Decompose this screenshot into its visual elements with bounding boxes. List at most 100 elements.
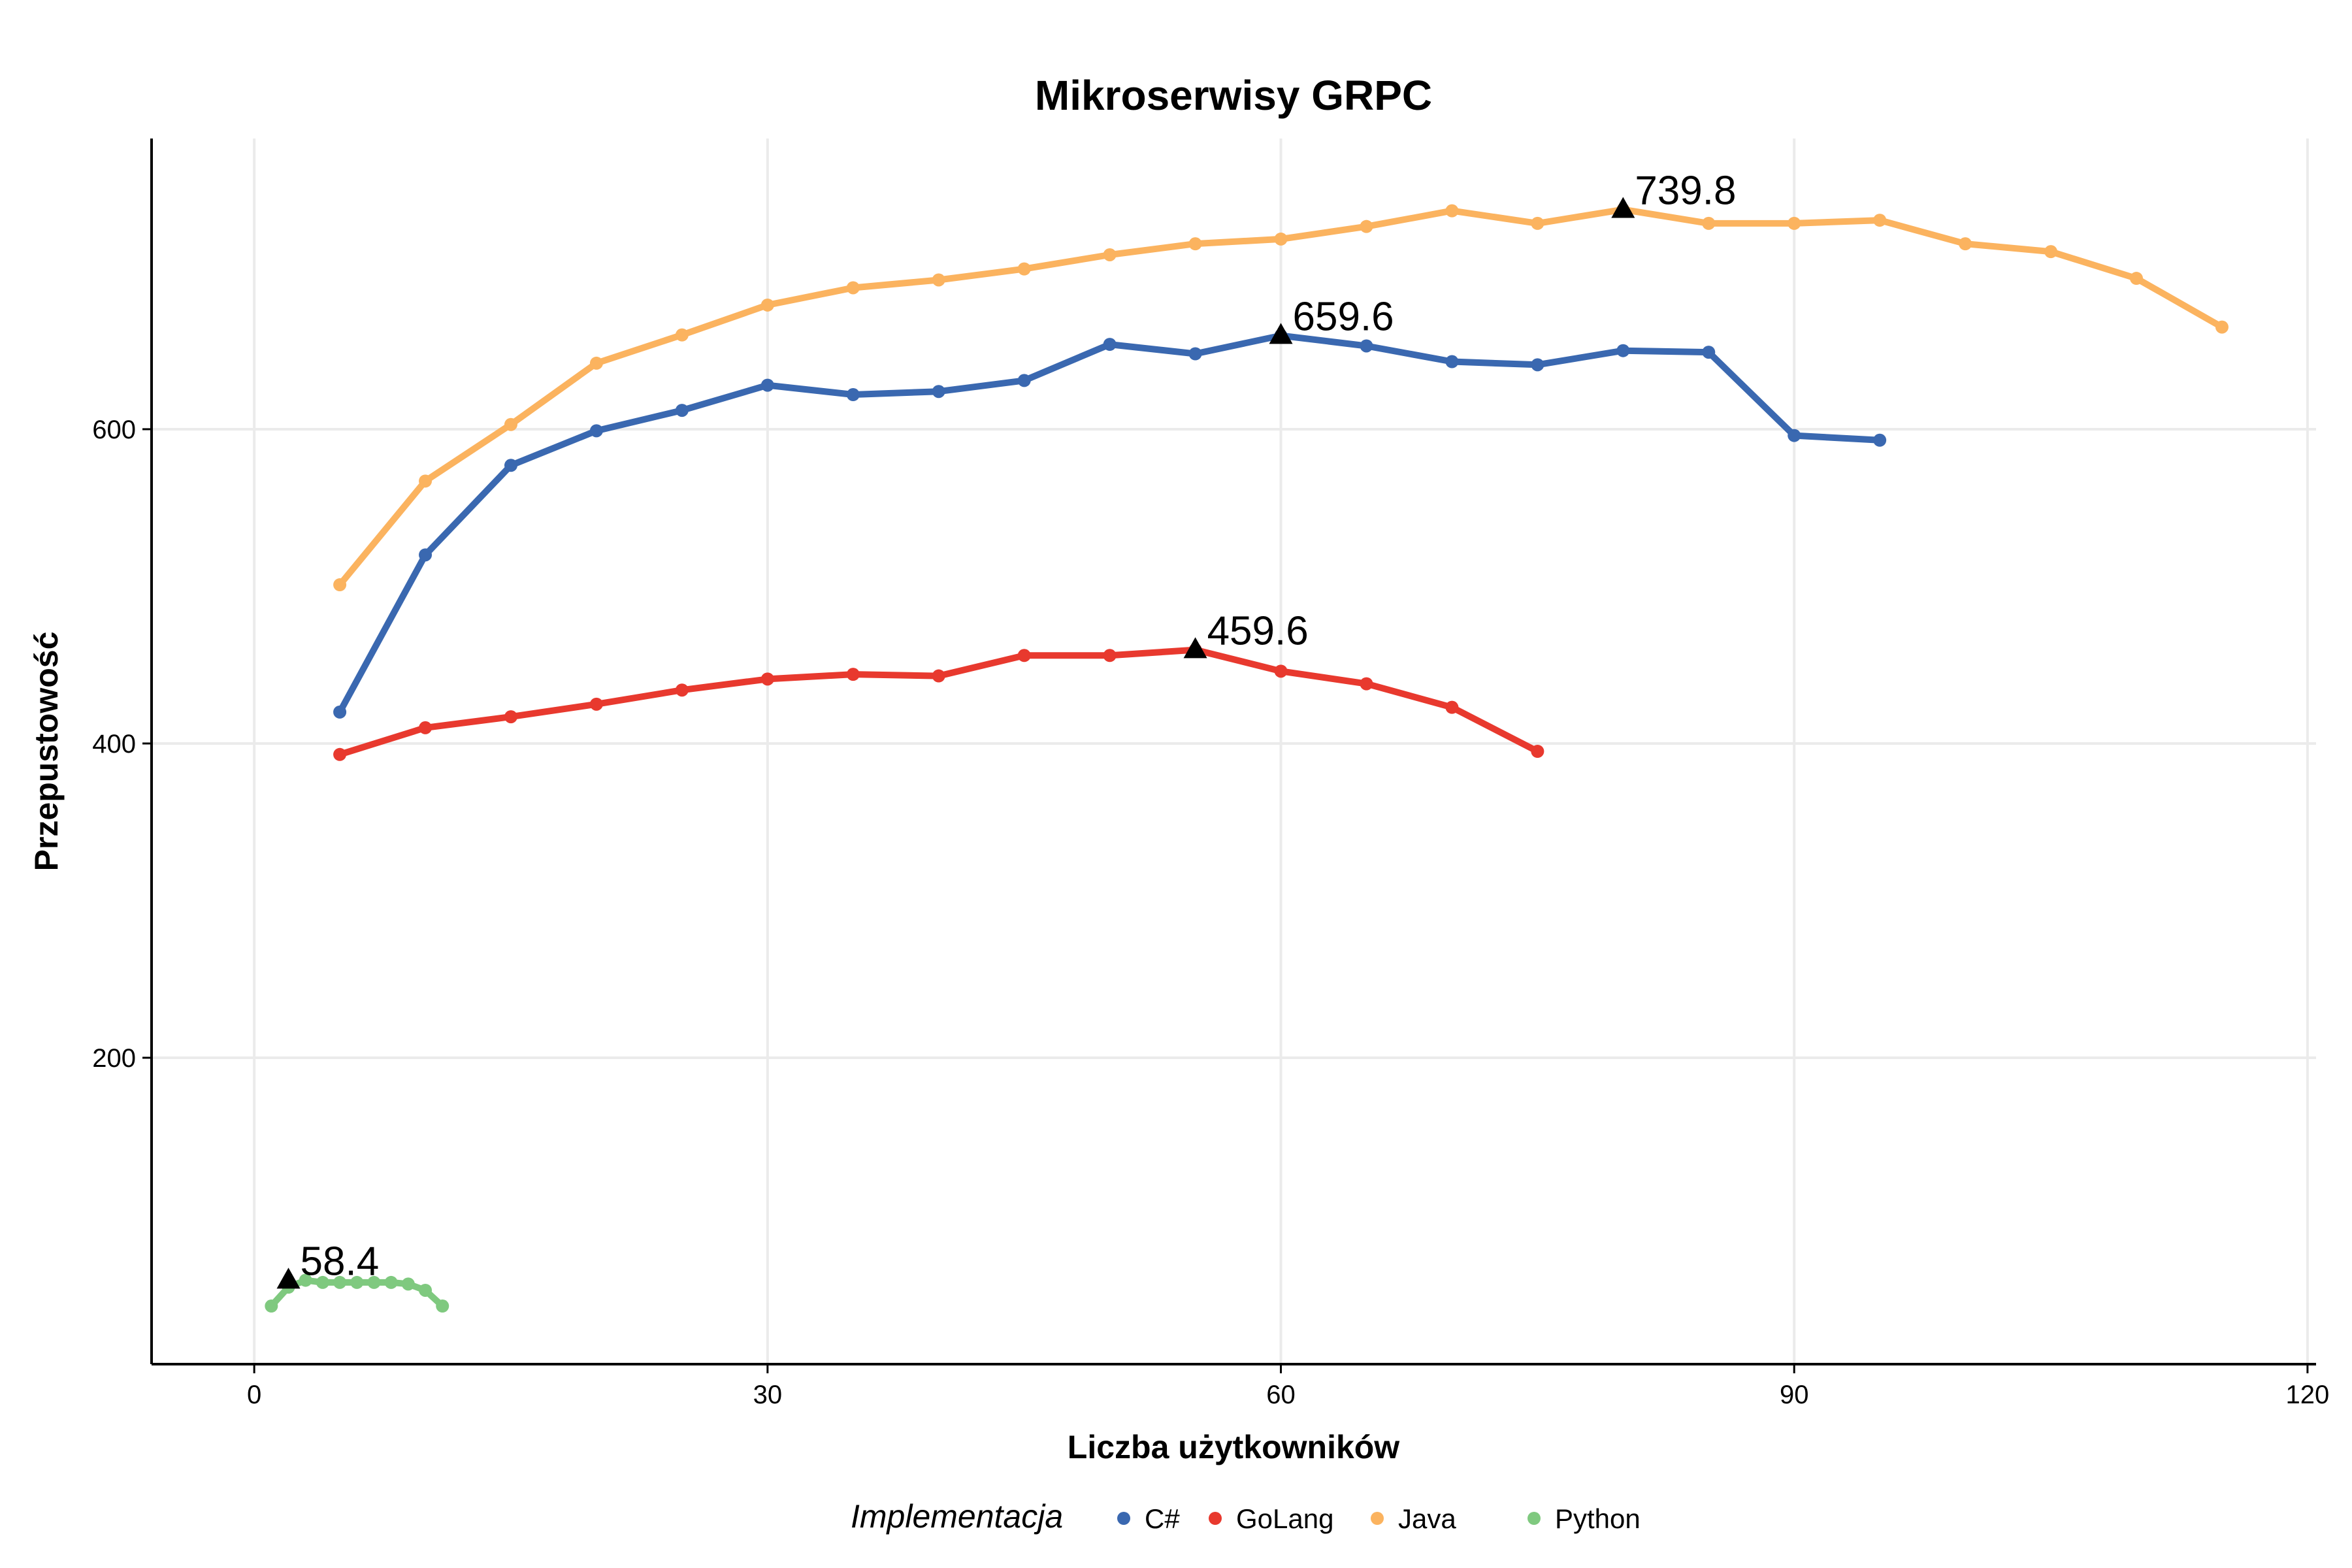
axes [150, 139, 2316, 1365]
data-point-golang-7 [932, 669, 945, 683]
data-point-python-8 [401, 1277, 415, 1291]
legend-key-java [1371, 1512, 1384, 1525]
peak-label-golang: 459.6 [1207, 609, 1309, 654]
legend-title: Implementacja [851, 1498, 1063, 1535]
y-tick-label-0: 200 [92, 1044, 136, 1073]
data-point-golang-4 [675, 683, 689, 697]
data-point-csharp-13 [1445, 355, 1459, 368]
data-point-java-8 [1017, 262, 1031, 276]
data-point-csharp-2 [504, 459, 517, 472]
data-point-golang-1 [419, 721, 433, 734]
data-point-csharp-3 [589, 424, 603, 438]
data-point-csharp-14 [1531, 358, 1544, 372]
data-point-csharp-1 [419, 548, 433, 562]
x-tick-label-2: 60 [1266, 1380, 1296, 1409]
data-point-golang-2 [504, 710, 517, 724]
data-point-python-10 [436, 1299, 449, 1313]
peak-markers: 659.6 459.6 739.8 58.4 [276, 169, 1736, 1289]
data-point-java-12 [1360, 220, 1373, 233]
data-point-python-2 [299, 1273, 312, 1287]
data-point-python-7 [384, 1275, 398, 1289]
peak-marker-csharp [1269, 323, 1293, 344]
data-point-java-2 [504, 417, 517, 431]
data-point-java-13 [1445, 204, 1459, 218]
series [265, 203, 2229, 1313]
data-point-java-3 [589, 356, 603, 370]
data-point-csharp-15 [1616, 344, 1630, 357]
data-point-csharp-7 [932, 385, 945, 399]
x-axis-title: Liczba użytkowników [1068, 1429, 1400, 1465]
data-point-csharp-17 [1788, 429, 1801, 442]
x-tick-label-3: 90 [1780, 1380, 1809, 1409]
data-point-java-18 [1873, 214, 1887, 227]
data-point-golang-9 [1103, 649, 1117, 662]
data-point-golang-3 [589, 697, 603, 711]
peak-marker-java [1611, 197, 1635, 218]
legend-key-csharp [1117, 1512, 1130, 1525]
data-point-java-19 [1959, 237, 1972, 251]
legend: Implementacja C# GoLang Java Python [851, 1498, 1641, 1535]
data-point-java-16 [1702, 216, 1716, 230]
data-point-java-0 [333, 578, 347, 592]
data-point-java-7 [932, 273, 945, 287]
legend-key-golang [1209, 1512, 1222, 1525]
peak-label-java: 739.8 [1635, 169, 1736, 214]
data-point-java-11 [1274, 232, 1288, 246]
data-point-csharp-8 [1017, 374, 1031, 387]
data-point-golang-14 [1531, 745, 1544, 758]
data-point-java-6 [846, 281, 860, 295]
data-point-java-9 [1103, 248, 1117, 261]
legend-label-java: Java [1398, 1503, 1456, 1534]
data-point-csharp-0 [333, 705, 347, 719]
data-point-golang-6 [846, 668, 860, 681]
data-point-java-17 [1788, 216, 1801, 230]
data-point-csharp-12 [1360, 339, 1373, 353]
x-tick-label-1: 30 [753, 1380, 783, 1409]
x-tick-label-0: 0 [247, 1380, 261, 1409]
data-point-java-5 [760, 298, 774, 312]
legend-label-python: Python [1555, 1503, 1641, 1534]
data-point-csharp-10 [1188, 347, 1202, 361]
legend-label-csharp: C# [1145, 1503, 1180, 1534]
data-point-golang-11 [1274, 664, 1288, 678]
peak-label-csharp: 659.6 [1293, 295, 1394, 340]
data-point-csharp-5 [760, 378, 774, 392]
data-point-python-0 [265, 1299, 278, 1313]
peak-marker-golang [1183, 637, 1207, 659]
data-point-csharp-9 [1103, 338, 1117, 351]
data-point-golang-13 [1445, 700, 1459, 714]
ticks: 0 30 60 90 120 200 400 600 [92, 416, 2329, 1409]
data-point-python-9 [419, 1283, 433, 1297]
legend-key-python [1527, 1512, 1541, 1525]
data-point-java-1 [419, 474, 433, 488]
chart-title: Mikroserwisy GRPC [1035, 72, 1432, 119]
data-point-python-4 [333, 1275, 347, 1289]
data-point-java-21 [2130, 272, 2144, 286]
peak-marker-python [276, 1267, 301, 1289]
data-point-python-5 [350, 1275, 364, 1289]
data-point-java-20 [2044, 245, 2058, 259]
series-golang [333, 643, 1544, 761]
data-point-csharp-18 [1873, 433, 1887, 447]
data-point-golang-5 [760, 672, 774, 686]
y-tick-label-1: 400 [92, 730, 136, 759]
data-point-python-6 [367, 1275, 381, 1289]
data-point-golang-0 [333, 747, 347, 761]
y-tick-label-2: 600 [92, 416, 136, 444]
data-point-csharp-6 [846, 388, 860, 402]
data-point-java-10 [1188, 237, 1202, 251]
data-point-java-4 [675, 328, 689, 342]
legend-label-golang: GoLang [1236, 1503, 1333, 1534]
y-axis-title: Przepustowość [28, 632, 65, 872]
series-java [333, 203, 2229, 592]
data-point-python-3 [316, 1275, 329, 1289]
data-point-golang-8 [1017, 649, 1031, 662]
data-point-csharp-16 [1702, 346, 1716, 359]
x-tick-label-4: 120 [2286, 1380, 2330, 1409]
data-point-golang-12 [1360, 677, 1373, 691]
data-point-csharp-4 [675, 404, 689, 417]
peak-label-python: 58.4 [301, 1239, 380, 1284]
data-point-java-14 [1531, 216, 1544, 230]
